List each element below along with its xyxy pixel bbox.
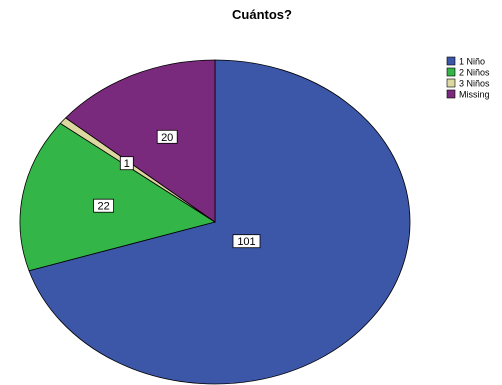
data-label-text: 20 xyxy=(161,132,173,144)
legend-label: Missing xyxy=(459,90,490,100)
legend-label: 1 Niño xyxy=(459,57,485,67)
legend-item-2: 2 Niños xyxy=(446,67,490,78)
data-label-box xyxy=(156,129,178,144)
pie-slice-1-ni-o xyxy=(28,59,411,385)
data-label-1: 101 xyxy=(232,234,261,249)
legend-swatch xyxy=(446,67,456,77)
data-label-text: 101 xyxy=(237,236,255,248)
chart-title: Cuántos? xyxy=(232,7,292,22)
data-label-box xyxy=(119,156,134,171)
legend-item-3: 3 Niños xyxy=(446,78,490,89)
data-label-text: 1 xyxy=(124,158,130,170)
legend-label: 2 Niños xyxy=(459,68,490,78)
data-label-text: 22 xyxy=(97,201,109,213)
data-label-4: 20 xyxy=(156,129,178,144)
legend-item-4: Missing xyxy=(446,89,490,100)
data-label-box xyxy=(232,234,261,249)
legend-swatch xyxy=(446,78,456,88)
data-label-box xyxy=(93,198,114,213)
legend-item-1: 1 Niño xyxy=(446,56,485,67)
legend-swatch xyxy=(446,56,456,66)
pie-slices xyxy=(19,59,411,385)
legend-label: 3 Niños xyxy=(459,79,490,89)
legend-swatch xyxy=(446,89,456,99)
data-label-3: 1 xyxy=(119,156,134,171)
pie-slice-2-ni-os xyxy=(19,122,216,272)
data-label-2: 22 xyxy=(93,198,114,213)
data-labels: 101 22 1 20 xyxy=(93,129,261,249)
pie-slice-missing xyxy=(64,59,216,223)
